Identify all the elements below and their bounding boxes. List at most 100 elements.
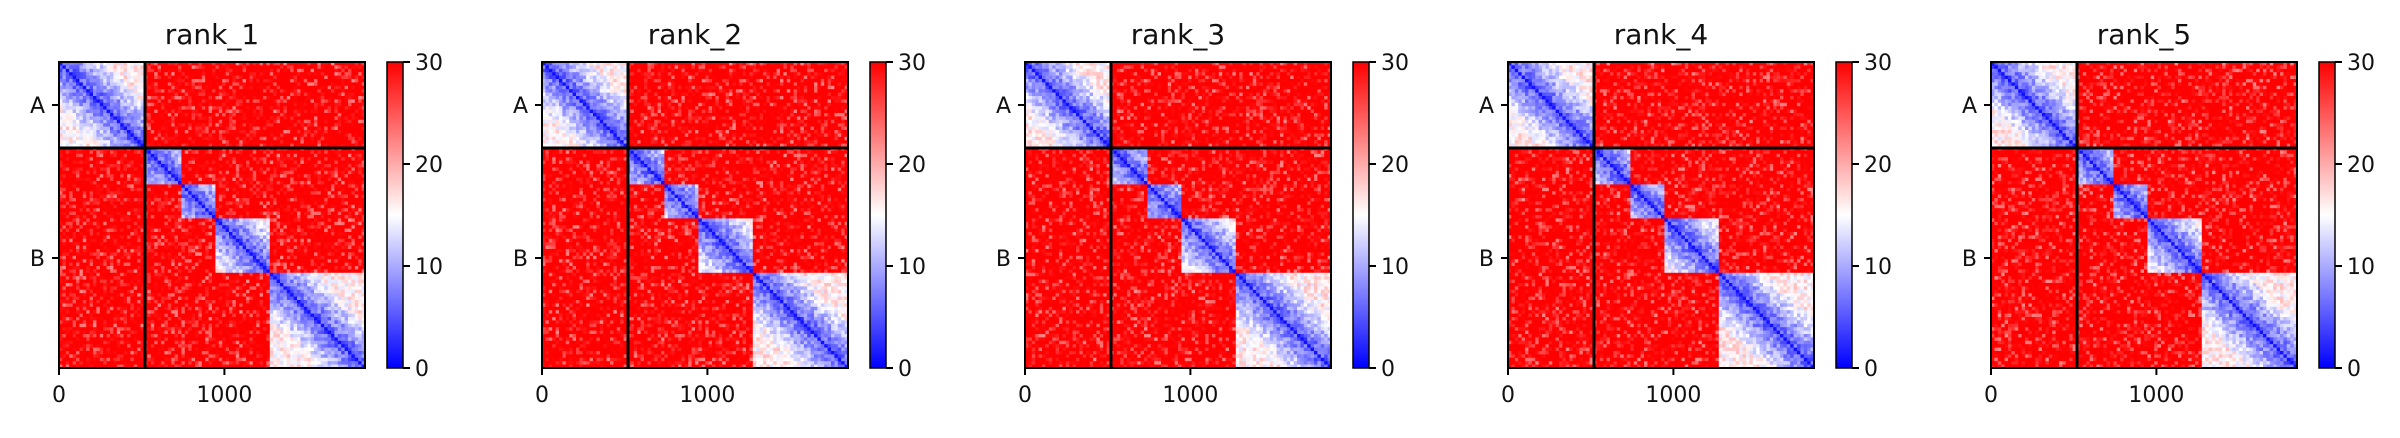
heatmap-cell (133, 116, 138, 121)
heatmap-cell (76, 106, 80, 111)
heatmap-cell (314, 62, 318, 66)
heatmap-cell (286, 72, 291, 77)
heatmap-cell (103, 75, 108, 80)
heatmap-cell (324, 85, 329, 90)
heatmap-cell (286, 242, 291, 247)
heatmap-cell (110, 119, 114, 124)
heatmap-cell (103, 102, 108, 107)
heatmap-cell (293, 89, 298, 94)
heatmap-cell (215, 208, 220, 213)
heatmap-cell (239, 208, 244, 213)
heatmap-cell (147, 82, 152, 87)
heatmap-cell (76, 113, 80, 117)
heatmap-cell (303, 82, 308, 87)
heatmap-cell (62, 79, 67, 83)
heatmap-cell (235, 72, 240, 77)
heatmap-cell (273, 68, 278, 73)
heatmap-cell (259, 99, 264, 104)
heatmap-cell (239, 184, 244, 189)
heatmap-cell (195, 82, 199, 87)
heatmap-cell (205, 75, 210, 80)
heatmap-cell (174, 99, 179, 104)
heatmap-cell (229, 62, 233, 66)
heatmap-cell (297, 113, 301, 117)
heatmap-cell (280, 68, 284, 73)
heatmap-cell (235, 116, 240, 121)
heatmap-cell (310, 113, 315, 117)
heatmap-cell (263, 65, 267, 70)
heatmap-cell (86, 96, 91, 100)
heatmap-cell (327, 92, 332, 97)
heatmap-cell (222, 82, 227, 87)
heatmap-cell (280, 79, 284, 83)
heatmap-cell (106, 119, 111, 124)
heatmap-cell (133, 102, 138, 107)
heatmap-cell (314, 96, 318, 100)
heatmap-cell (235, 102, 240, 107)
heatmap-cell (320, 191, 325, 196)
heatmap-cell (297, 79, 301, 83)
heatmap-cell (76, 79, 80, 83)
heatmap-cell (235, 109, 240, 114)
heatmap-cell (222, 242, 227, 247)
heatmap-cell (164, 133, 169, 138)
heatmap-cell (178, 85, 182, 90)
heatmap-cell (205, 65, 210, 70)
heatmap-cell (147, 140, 152, 145)
heatmap-cell (140, 72, 145, 77)
heatmap-cell (140, 65, 145, 70)
heatmap-cell (205, 218, 210, 223)
heatmap-cell (239, 85, 244, 90)
heatmap-cell (86, 109, 91, 114)
heatmap-cell (218, 92, 223, 97)
heatmap-cell (82, 62, 87, 66)
heatmap-cell (324, 72, 329, 77)
heatmap-cell (232, 113, 237, 117)
heatmap-cell (137, 133, 142, 138)
heatmap-cell (297, 102, 301, 107)
heatmap-cell (161, 106, 165, 111)
heatmap-cell (184, 89, 189, 94)
heatmap-cell (232, 92, 237, 97)
heatmap-cell (106, 75, 111, 80)
heatmap-cell (59, 65, 63, 70)
heatmap-cell (130, 92, 135, 97)
heatmap-cell (225, 113, 230, 117)
heatmap-cell (303, 133, 308, 138)
heatmap-cell (293, 68, 298, 73)
heatmap-cell (120, 68, 125, 73)
heatmap-cell (79, 89, 84, 94)
heatmap-cell (212, 102, 216, 107)
heatmap-cell (113, 116, 118, 121)
heatmap-cell (99, 96, 104, 100)
heatmap-cell (208, 99, 213, 104)
heatmap-cell (164, 68, 169, 73)
heatmap-cell (337, 167, 342, 172)
heatmap-cell (320, 201, 325, 206)
heatmap-cell (351, 75, 356, 80)
heatmap-cell (276, 89, 281, 94)
heatmap-cell (127, 82, 131, 87)
heatmap-cell (201, 102, 206, 107)
heatmap-cell (178, 68, 182, 73)
heatmap-cell (266, 68, 271, 73)
heatmap-cell (273, 62, 278, 66)
heatmap-cell (164, 113, 169, 117)
heatmap-cell (235, 79, 240, 83)
heatmap-cell (164, 102, 169, 107)
heatmap-cell (96, 85, 101, 90)
heatmap-cell (293, 79, 298, 83)
heatmap-cell (276, 113, 281, 117)
heatmap-cell (86, 99, 91, 104)
heatmap-cell (242, 116, 247, 121)
heatmap-cell (225, 72, 230, 77)
heatmap-cell (130, 157, 135, 162)
heatmap-cell (167, 116, 172, 121)
heatmap-cell (341, 68, 346, 73)
heatmap-cell (195, 89, 199, 94)
heatmap-cell (297, 85, 301, 90)
heatmap-cell (147, 133, 152, 138)
heatmap-cell (317, 106, 322, 111)
heatmap-cell (310, 116, 315, 121)
